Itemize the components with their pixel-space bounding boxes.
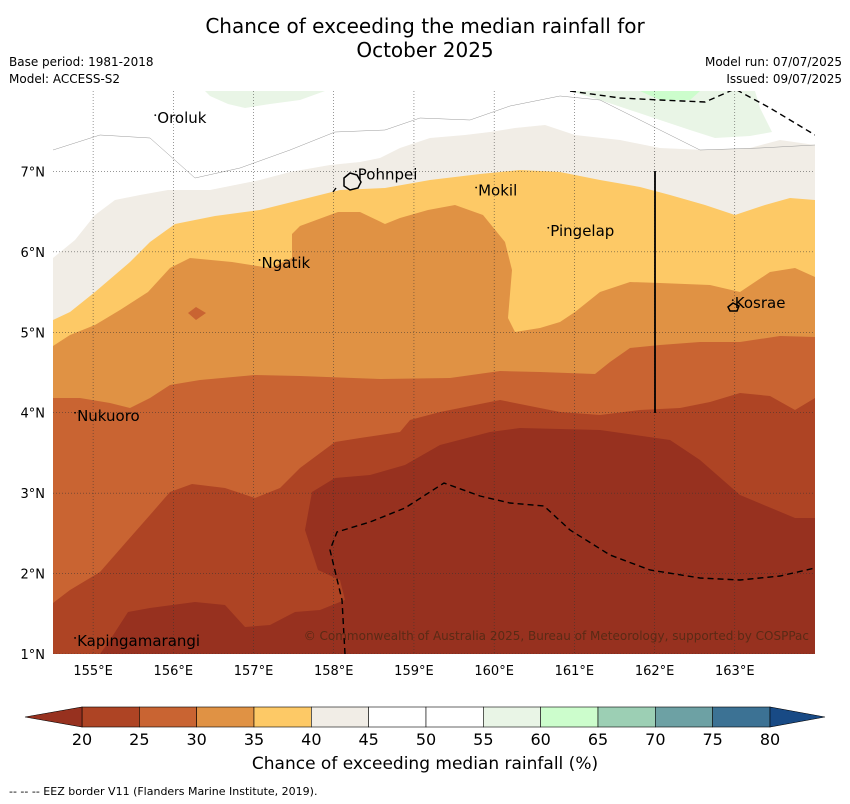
colorbar-tick-label: 60	[530, 730, 550, 749]
colorbar-cell	[597, 706, 656, 728]
colorbar-cell	[368, 706, 427, 728]
map-title: Chance of exceeding the median rainfall …	[0, 14, 850, 62]
place-label: Pohnpei	[358, 165, 418, 183]
small-patch	[188, 307, 206, 320]
colorbar-tick-label: 75	[702, 730, 722, 749]
eez-border-pohnpei	[332, 187, 337, 193]
base-period: Base period: 1981-2018	[9, 55, 154, 69]
title-line-2: October 2025	[356, 38, 494, 62]
place-marker	[258, 259, 261, 261]
colorbar-tick-label: 55	[473, 730, 493, 749]
colorbar-cell	[712, 706, 771, 728]
colorbar-label: Chance of exceeding median rainfall (%)	[251, 754, 599, 774]
rainfall-map: Oroluk Pohnpei Mokil Pingelap Ngatik Kosrae Nu…	[21, 91, 815, 679]
colorbar-cell	[81, 706, 140, 728]
lat-tick-label: 2°N	[21, 568, 46, 583]
lon-tick-label: 160°E	[474, 664, 514, 679]
latitude-ticks: 7°N 6°N 5°N 4°N 3°N 2°N 1°N	[21, 165, 46, 663]
lon-tick-label: 156°E	[154, 664, 194, 679]
eez-border-north	[569, 91, 815, 136]
colorbar-tick-label: 35	[244, 730, 264, 749]
contour-line-2	[599, 99, 815, 151]
colorbar-tick-label: 65	[588, 730, 608, 749]
colorbar-cell	[540, 706, 599, 728]
place-marker	[354, 170, 357, 173]
island-outlines	[343, 172, 740, 312]
eez-footnote: -- -- -- EEZ border V11 (Flanders Marine…	[9, 785, 318, 798]
place-label: Mokil	[478, 182, 517, 200]
issued-date: Issued: 09/07/2025	[726, 72, 842, 86]
model-run: Model run: 07/07/2025	[704, 55, 842, 69]
lon-tick-label: 159°E	[394, 664, 434, 679]
colorbar-cell	[311, 706, 369, 728]
lat-tick-label: 6°N	[21, 246, 46, 261]
place-marker	[731, 299, 734, 302]
colorbar: 20 25 30 35 40 45 50 55 60 65 70 75 80	[24, 706, 826, 749]
colorbar-cell	[253, 706, 312, 728]
place-marker	[74, 411, 76, 414]
lat-tick-label: 1°N	[21, 648, 46, 663]
band-55-60-northeast	[570, 91, 772, 138]
place-label: Oroluk	[157, 109, 206, 127]
colorbar-ticks: 20 25 30 35 40 45 50 55 60 65 70 75 80	[72, 730, 780, 749]
place-label: Ngatik	[262, 254, 311, 272]
title-line-1: Chance of exceeding the median rainfall …	[205, 14, 645, 38]
place-label: Kosrae	[735, 294, 786, 312]
colorbar-cell	[483, 706, 541, 728]
lat-tick-label: 3°N	[21, 487, 46, 502]
lat-tick-label: 7°N	[21, 165, 46, 180]
colorbar-cell	[425, 706, 484, 728]
colorbar-tick-label: 45	[358, 730, 378, 749]
colorbar-tick-label: 20	[72, 730, 92, 749]
place-marker	[74, 637, 76, 639]
lon-tick-label: 163°E	[715, 664, 755, 679]
colorbar-under-arrow	[24, 706, 83, 728]
copyright-text: © Commonwealth of Australia 2025, Bureau…	[304, 629, 809, 643]
contour-line-1	[53, 95, 601, 179]
lon-tick-label: 157°E	[234, 664, 274, 679]
lat-tick-label: 4°N	[21, 407, 46, 422]
lat-tick-label: 5°N	[21, 326, 46, 341]
lon-tick-label: 158°E	[314, 664, 354, 679]
colorbar-cells	[81, 706, 771, 728]
lon-tick-label: 162°E	[635, 664, 675, 679]
pohnpei-island	[343, 172, 362, 191]
place-marker	[154, 114, 157, 117]
band-45-55	[53, 91, 815, 258]
eez-border	[329, 91, 815, 654]
colorbar-tick-label: 30	[186, 730, 206, 749]
place-label: Nukuoro	[77, 407, 140, 425]
colorbar-cell	[196, 706, 255, 728]
lon-tick-label: 161°E	[555, 664, 595, 679]
colorbar-over-arrow	[769, 706, 826, 728]
colorbar-tick-label: 80	[760, 730, 780, 749]
longitude-ticks: 155°E 156°E 157°E 158°E 159°E 160°E 161°E 162°E…	[73, 664, 754, 679]
colorbar-cell	[655, 706, 713, 728]
colorbar-tick-label: 70	[645, 730, 665, 749]
place-label: Kapingamarangi	[77, 632, 200, 650]
band-60-65-northeast	[640, 91, 700, 100]
colorbar-cell	[139, 706, 197, 728]
band-55-60-north	[205, 91, 325, 108]
place-marker	[475, 186, 478, 189]
model-name: Model: ACCESS-S2	[9, 72, 121, 86]
eez-border-south	[329, 482, 815, 654]
place-marker	[547, 226, 550, 229]
meta-left: Base period: 1981-2018 Model: ACCESS-S2	[9, 54, 154, 88]
map-fill	[53, 91, 815, 654]
lon-tick-label: 155°E	[73, 664, 113, 679]
place-labels: Oroluk Pohnpei Mokil Pingelap Ngatik Kosrae Nu…	[74, 109, 785, 650]
colorbar-tick-label: 50	[416, 730, 436, 749]
meta-right: Model run: 07/07/2025 Issued: 09/07/2025	[705, 54, 842, 88]
place-label: Pingelap	[550, 222, 614, 240]
colorbar-tick-label: 40	[301, 730, 321, 749]
kosrae-island	[727, 302, 740, 312]
colorbar-tick-label: 25	[129, 730, 149, 749]
